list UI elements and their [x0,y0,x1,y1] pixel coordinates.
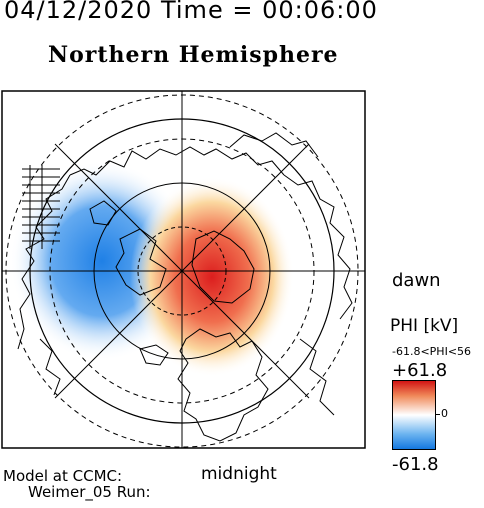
dawn-label: dawn [392,270,441,291]
positive-potential-cell [130,177,294,377]
left-margin-ticks [22,165,60,249]
date-text: 04/12/2020 [4,0,153,24]
colorbar-title: PHI [kV] [390,316,459,336]
colorbar-min-label: -61.8 [392,454,439,475]
time-word: Time [160,0,224,24]
plot-title: Northern Hemisphere [48,42,339,68]
colorbar-max-label: +61.8 [392,360,448,381]
colorbar-gradient [392,380,436,450]
map-frame [1,90,366,449]
header-date-time: 04/12/2020 Time = 00:06:00 [4,0,378,24]
time-text: 00:06:00 [262,0,378,24]
meridian-lines [2,91,365,448]
colorbar-zero-tick [435,414,440,415]
polar-potential-map [1,90,366,449]
meridian-diagonal-2 [54,143,310,399]
model-label: Model at CCMC: [3,467,123,485]
colorbar-zero-label: 0 [441,407,448,420]
equals-sign: = [232,0,254,24]
run-label: Weimer_05 Run: [28,483,151,501]
midnight-label: midnight [201,464,277,484]
colorbar-range-text: -61.8<PHI<56 [392,345,472,358]
